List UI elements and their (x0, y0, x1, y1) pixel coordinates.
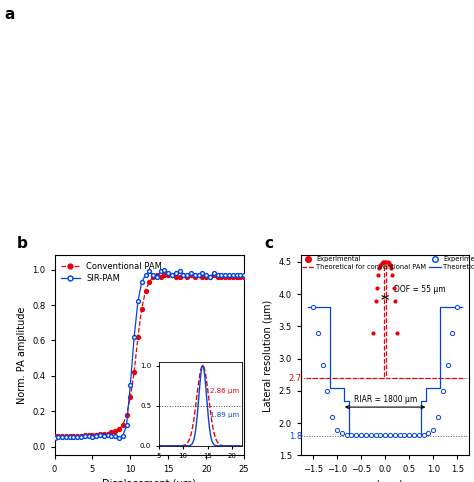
Point (353, 432, 360, 440)
Point (319, 362, 327, 369)
Point (357, 432, 365, 440)
Point (429, 426, 437, 433)
Point (324, 387, 331, 395)
Point (328, 413, 336, 421)
Point (372, 297, 379, 305)
Point (393, 329, 401, 337)
Y-axis label: Lateral resolution (μm): Lateral resolution (μm) (263, 299, 273, 412)
Text: 2.86 μm: 2.86 μm (210, 388, 239, 393)
Point (384, 258, 392, 266)
Point (314, 329, 321, 337)
Point (343, 431, 350, 439)
X-axis label: z (mm): z (mm) (368, 479, 402, 482)
Point (389, 271, 396, 279)
Point (367, 432, 374, 440)
Point (375, 265, 383, 272)
Point (376, 432, 384, 440)
Point (378, 259, 385, 267)
Point (396, 432, 403, 440)
Point (309, 303, 317, 311)
Point (387, 265, 395, 272)
Point (410, 432, 418, 440)
Point (386, 432, 394, 440)
Point (381, 258, 389, 266)
Text: 1.8: 1.8 (289, 432, 302, 441)
Point (386, 261, 394, 269)
Point (362, 432, 370, 440)
Point (415, 432, 423, 440)
Point (405, 432, 413, 440)
Text: 2.7: 2.7 (289, 374, 302, 383)
Point (338, 429, 346, 437)
Point (439, 387, 447, 395)
Point (425, 429, 432, 437)
Point (420, 431, 428, 439)
Point (444, 362, 451, 369)
Point (383, 258, 390, 266)
Text: DOF = 55 μm: DOF = 55 μm (394, 285, 446, 294)
Point (347, 432, 356, 440)
Point (391, 297, 399, 305)
Point (380, 258, 388, 266)
Text: b: b (17, 237, 27, 252)
Point (372, 432, 379, 440)
Legend: Experimental, Theoretical for conventional PAM, Experimental, Theoretical for SI: Experimental, Theoretical for convention… (301, 255, 474, 271)
Point (373, 284, 381, 292)
Point (385, 259, 392, 267)
Point (374, 271, 382, 279)
Point (391, 432, 399, 440)
Text: c: c (264, 237, 273, 252)
Text: 1.89 μm: 1.89 μm (210, 412, 239, 418)
Point (379, 258, 386, 266)
Point (434, 413, 442, 421)
X-axis label: Displacement (μm): Displacement (μm) (102, 479, 196, 482)
Point (390, 284, 397, 292)
Point (376, 261, 384, 269)
Point (448, 329, 456, 337)
Point (333, 426, 341, 433)
Text: a: a (5, 7, 15, 22)
Point (369, 329, 377, 337)
Point (454, 303, 461, 311)
Legend: Conventional PAM, SIR-PAM: Conventional PAM, SIR-PAM (59, 260, 164, 285)
Y-axis label: Norm. PA amplitude: Norm. PA amplitude (17, 307, 27, 404)
Text: RIAR = 1800 μm: RIAR = 1800 μm (354, 395, 417, 404)
Point (381, 432, 389, 440)
Point (401, 432, 408, 440)
